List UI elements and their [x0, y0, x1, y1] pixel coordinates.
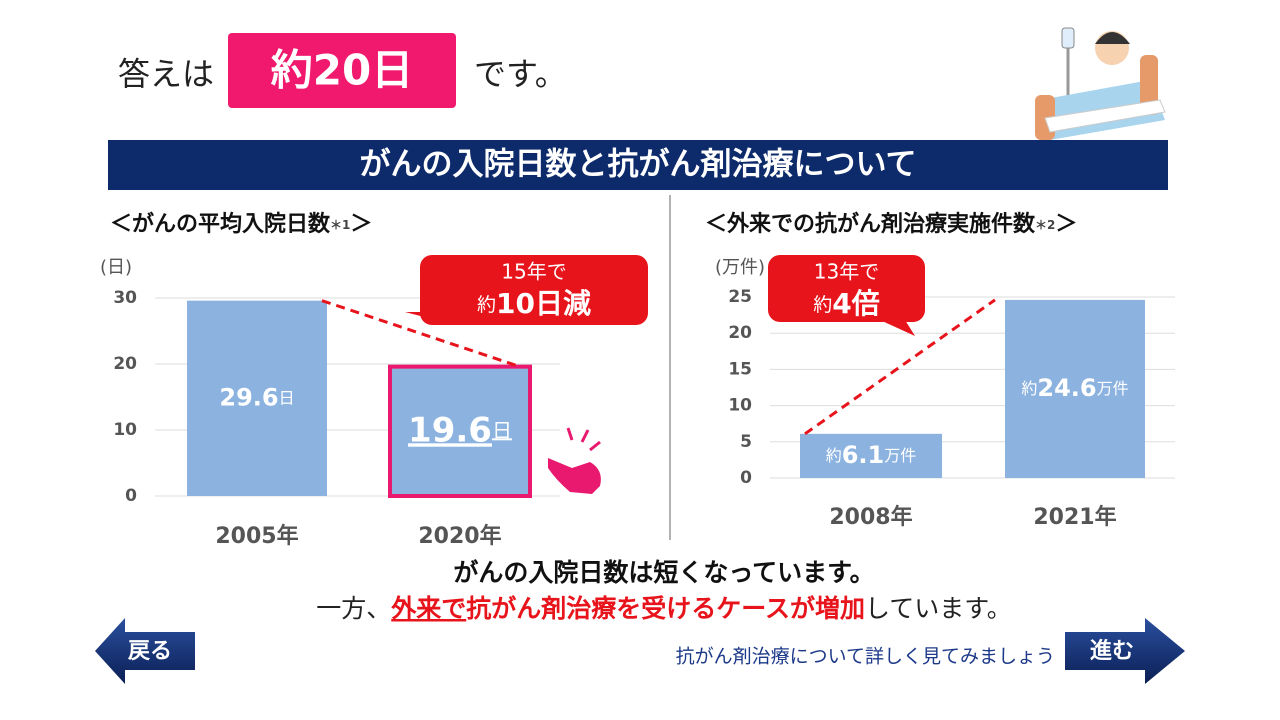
y-tick-label: 10 — [113, 420, 137, 440]
value-number: 19.6 — [408, 410, 492, 450]
trend-line — [804, 298, 996, 436]
header-lead: 答えは — [118, 55, 214, 93]
y-tick-label: 10 — [728, 396, 752, 416]
bar — [388, 364, 532, 499]
y-tick-label: 0 — [740, 468, 752, 488]
callout-line2: 約10日減 — [477, 287, 591, 320]
y-tick-label: 5 — [740, 432, 752, 452]
bar — [1005, 299, 1145, 478]
x-tick-label: 2021年 — [1033, 504, 1116, 530]
callout-box — [420, 255, 648, 325]
y-axis-label: (万件) — [715, 257, 765, 278]
chart-title-end: ＞ — [350, 212, 372, 237]
bar — [187, 300, 327, 496]
y-tick-label: 25 — [728, 287, 752, 307]
y-tick-label: 20 — [113, 354, 137, 374]
banner-title: がんの入院日数と抗がん剤治療について — [359, 147, 916, 183]
callout-prefix: 約 — [477, 294, 496, 316]
header-answer: 約20日 — [271, 46, 413, 95]
y-tick-label: 30 — [113, 288, 137, 308]
hand-spark — [589, 440, 601, 452]
value-unit: 万件 — [1097, 378, 1129, 397]
value-unit: 日 — [279, 388, 295, 407]
x-tick-label: 2008年 — [829, 504, 912, 530]
chart-title-note: ＊1 — [330, 218, 350, 232]
callout-box — [768, 255, 925, 322]
nav-hint: 抗がん剤治療について詳しく見てみましょう — [676, 646, 1055, 668]
next-button[interactable]: 進む — [1065, 618, 1185, 684]
hand-spark — [566, 427, 574, 441]
value-unit: 日 — [492, 418, 512, 442]
summary-line1: がんの入院日数は短くなっています。 — [453, 558, 874, 587]
chart-title: ＜がんの平均入院日数＊1＞ — [110, 211, 372, 237]
y-tick-label: 20 — [728, 323, 752, 343]
back-button[interactable]: 戻る — [95, 618, 195, 684]
next-label: 進む — [1090, 638, 1134, 664]
x-tick-label: 2005年 — [215, 523, 298, 549]
value-number: 29.6 — [219, 383, 278, 411]
summary-highlight: 抗がん剤治療を受けるケースが増加 — [466, 594, 865, 623]
callout-line2: 約4倍 — [813, 287, 880, 320]
summary-text: しています。 — [865, 594, 1012, 623]
value-label: 29.6日 — [219, 383, 294, 411]
header-tail: です。 — [474, 55, 567, 93]
callout-tail — [880, 320, 915, 336]
y-tick-label: 15 — [728, 359, 752, 379]
callout-value: 10日減 — [496, 287, 591, 320]
banner-bg — [108, 140, 1168, 190]
summary-line2: 一方、外来で抗がん剤治療を受けるケースが増加しています。 — [316, 594, 1012, 623]
patient-illustration — [1035, 27, 1166, 140]
callout-line1: 15年で — [501, 260, 566, 284]
value-prefix: 約 — [1021, 378, 1037, 397]
chart-title-text: ＜がんの平均入院日数 — [110, 211, 331, 237]
value-label: 約6.1万件 — [826, 441, 917, 469]
pointer-hand — [548, 427, 601, 494]
callout-prefix: 約 — [813, 294, 832, 316]
bar — [800, 433, 942, 478]
chart-title: ＜外来での抗がん剤治療実施件数＊2＞ — [705, 211, 1077, 237]
back-label: 戻る — [127, 639, 172, 664]
answer-box — [228, 33, 456, 108]
value-label: 19.6日 — [408, 410, 512, 450]
y-tick-label: 0 — [125, 486, 137, 506]
chart-title-text: ＜外来での抗がん剤治療実施件数 — [705, 211, 1036, 237]
value-unit: 万件 — [884, 445, 916, 464]
value-number: 24.6 — [1037, 374, 1096, 402]
summary-text: 一方、 — [316, 594, 391, 623]
hand-shape — [548, 458, 601, 494]
trend-line — [321, 299, 521, 369]
summary-highlight: 外来で — [390, 594, 466, 623]
x-tick-label: 2020年 — [418, 523, 501, 549]
callout-line1: 13年で — [814, 260, 879, 284]
callout-value: 4倍 — [832, 287, 879, 320]
chart-title-end: ＞ — [1055, 212, 1077, 237]
y-axis-label: (日) — [100, 257, 132, 278]
chart-title-note: ＊2 — [1035, 218, 1055, 232]
hand-spark — [580, 429, 590, 443]
value-prefix: 約 — [826, 445, 842, 464]
value-label: 約24.6万件 — [1021, 374, 1128, 402]
value-number: 6.1 — [842, 441, 885, 469]
